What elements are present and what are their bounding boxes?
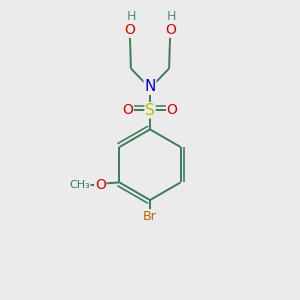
Text: O: O (122, 103, 134, 117)
Text: H: H (167, 11, 176, 23)
Text: CH₃: CH₃ (69, 180, 90, 190)
Text: O: O (95, 178, 106, 192)
Text: O: O (165, 23, 176, 37)
Text: S: S (145, 103, 155, 118)
Text: N: N (144, 79, 156, 94)
Text: H: H (127, 11, 136, 23)
Text: Br: Br (143, 210, 157, 223)
Text: O: O (167, 103, 178, 117)
Text: O: O (124, 23, 135, 37)
